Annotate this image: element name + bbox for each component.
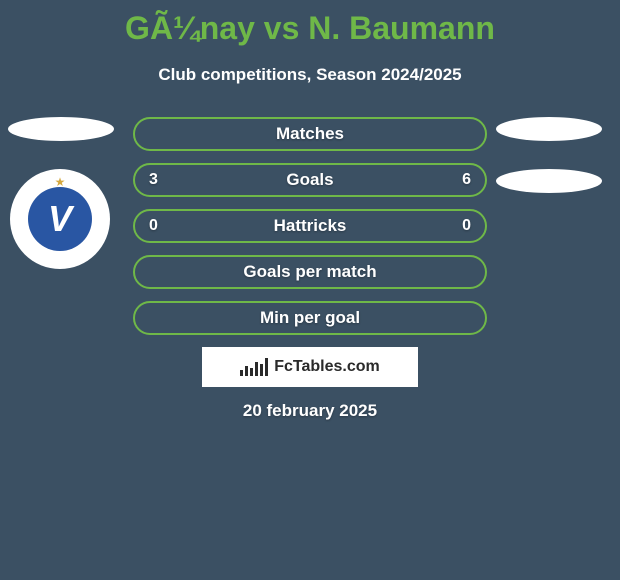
content-area: ★ V Matches 3 Goals 6 0 Hatt (0, 117, 620, 421)
stat-label: Matches (276, 124, 344, 144)
stat-left-value: 0 (149, 217, 158, 235)
stat-row-min-per-goal: Min per goal (133, 301, 487, 335)
brand-label: FcTables.com (274, 358, 380, 376)
date-label: 20 february 2025 (133, 401, 487, 421)
player-right-marker (496, 117, 602, 141)
page-title: GÃ¼nay vs N. Baumann (0, 10, 620, 47)
logo-letter: V (48, 198, 72, 240)
player-left-marker (8, 117, 114, 141)
stat-row-goals-per-match: Goals per match (133, 255, 487, 289)
stat-label: Goals per match (243, 262, 376, 282)
stat-right-value: 6 (462, 171, 471, 189)
stat-row-hattricks: 0 Hattricks 0 (133, 209, 487, 243)
stats-list: Matches 3 Goals 6 0 Hattricks 0 Goals pe… (133, 117, 487, 421)
team-right-marker (496, 169, 602, 193)
stat-right-value: 0 (462, 217, 471, 235)
stat-row-goals: 3 Goals 6 (133, 163, 487, 197)
stat-label: Hattricks (274, 216, 347, 236)
stat-label: Min per goal (260, 308, 360, 328)
chart-icon (240, 358, 268, 376)
comparison-card: GÃ¼nay vs N. Baumann Club competitions, … (0, 0, 620, 421)
stat-label: Goals (286, 170, 333, 190)
stat-left-value: 3 (149, 171, 158, 189)
subtitle: Club competitions, Season 2024/2025 (0, 65, 620, 85)
stat-row-matches: Matches (133, 117, 487, 151)
logo-badge: V (28, 187, 92, 251)
brand-box: FcTables.com (202, 347, 418, 387)
left-column: ★ V (8, 117, 114, 269)
team-logo-left: ★ V (10, 169, 110, 269)
right-column (496, 117, 602, 221)
